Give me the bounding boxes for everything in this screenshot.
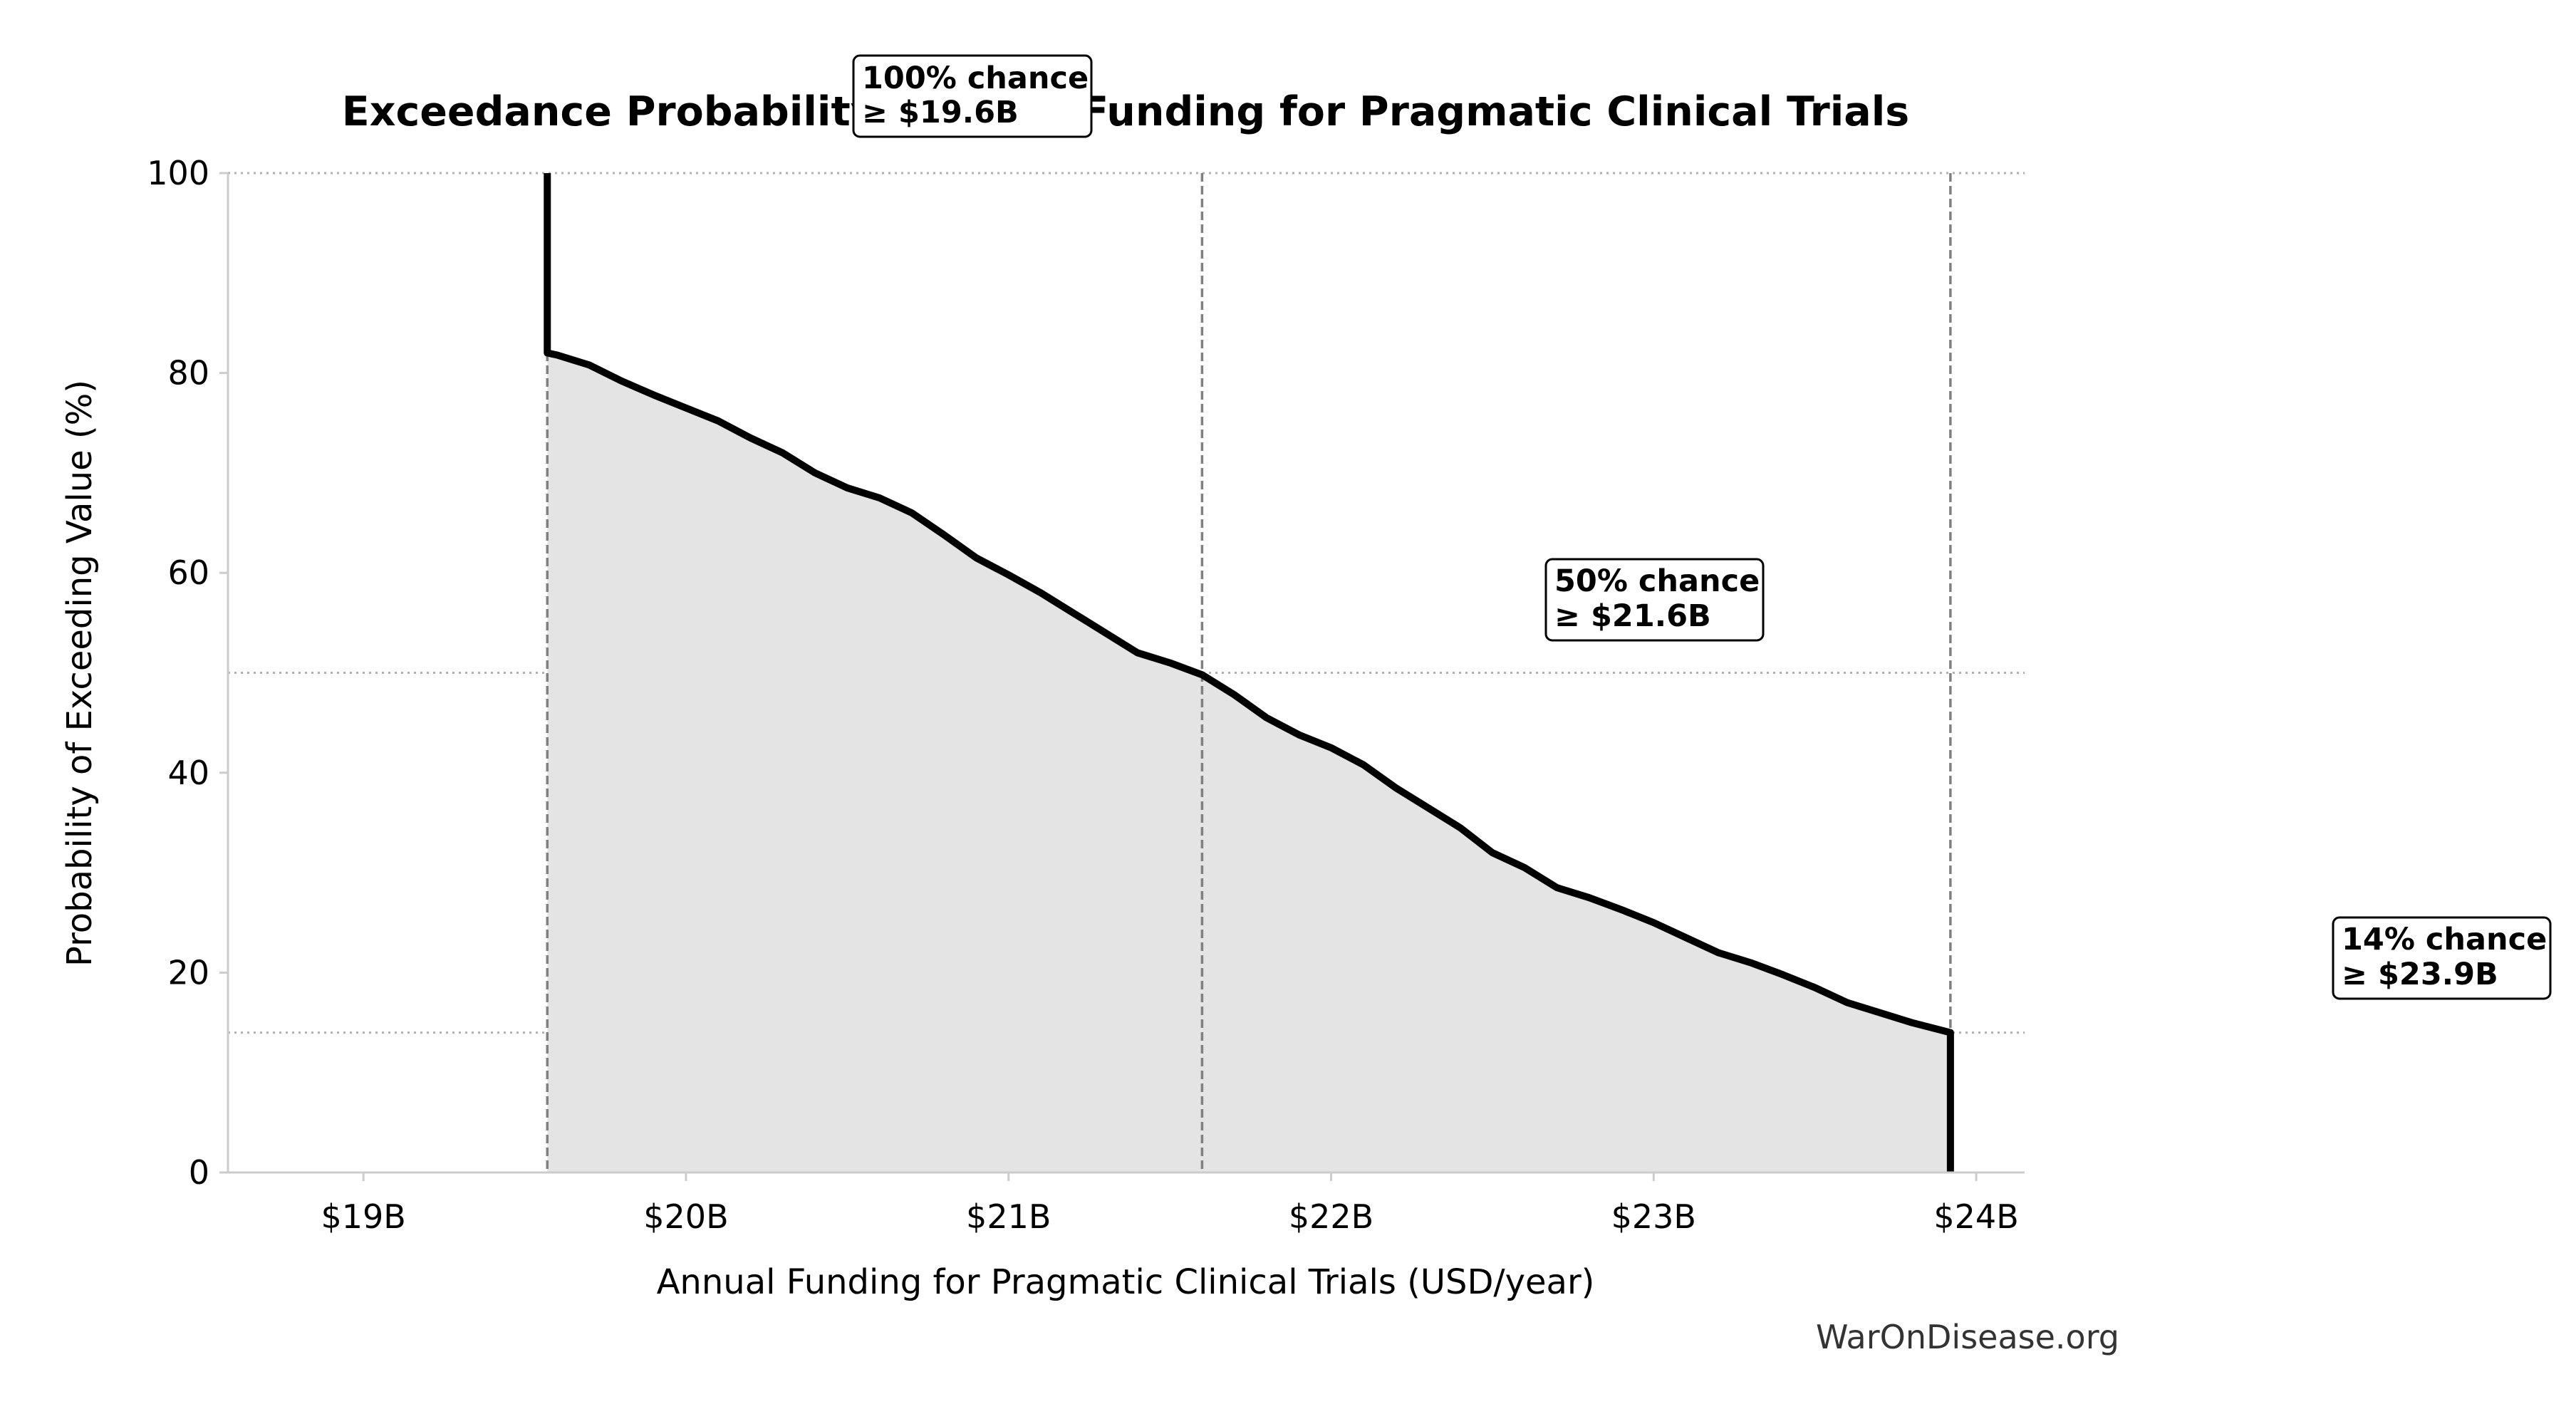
- y-axis-label: Probability of Exceeding Value (%): [60, 380, 100, 967]
- annotation-50: 50% chance ≥ $21.6B: [1544, 558, 1765, 642]
- x-tick-label-0: $19B: [321, 1197, 405, 1236]
- x-axis-label: Annual Funding for Pragmatic Clinical Tr…: [657, 1262, 1595, 1302]
- x-tick-label-2: $21B: [966, 1197, 1051, 1236]
- annotation-14: 14% chance ≥ $23.9B: [2332, 916, 2552, 1000]
- y-tick-label-3: 60: [167, 553, 209, 592]
- annotation-100-line2: ≥ $19.6B: [862, 95, 1019, 130]
- x-tick-label-3: $22B: [1289, 1197, 1373, 1236]
- y-tick-label-5: 100: [147, 154, 209, 192]
- y-tick-label-4: 80: [167, 354, 209, 392]
- x-tick-label-4: $23B: [1611, 1197, 1696, 1236]
- tick-labels: $19B $20B $21B $22B $23B $24B 0 20 40 60 80 100: [147, 154, 2019, 1236]
- area-fill-path: [547, 173, 1951, 1172]
- x-tick-label-5: $24B: [1933, 1197, 2018, 1236]
- x-tick-label-1: $20B: [643, 1197, 728, 1236]
- series-line: [544, 173, 1954, 1172]
- chart-title: Exceedance Probability: Annual Funding f…: [342, 88, 1909, 135]
- y-tick-label-1: 20: [167, 953, 209, 992]
- watermark: WarOnDisease.org: [1816, 1318, 2119, 1356]
- area-fill: [547, 173, 1951, 1172]
- annotation-14-line1: 14% chance: [2342, 922, 2547, 957]
- series-line-path: [544, 173, 1954, 1172]
- y-tick-label-2: 40: [167, 754, 209, 792]
- annotation-50-line2: ≥ $21.6B: [1554, 598, 1711, 634]
- annotation-50-line1: 50% chance: [1554, 563, 1760, 599]
- annotation-100: 100% chance ≥ $19.6B: [852, 54, 1093, 138]
- axes: [219, 172, 2025, 1181]
- y-tick-label-0: 0: [189, 1153, 209, 1192]
- annotation-100-line1: 100% chance: [862, 61, 1089, 96]
- annotation-14-line2: ≥ $23.9B: [2342, 957, 2498, 992]
